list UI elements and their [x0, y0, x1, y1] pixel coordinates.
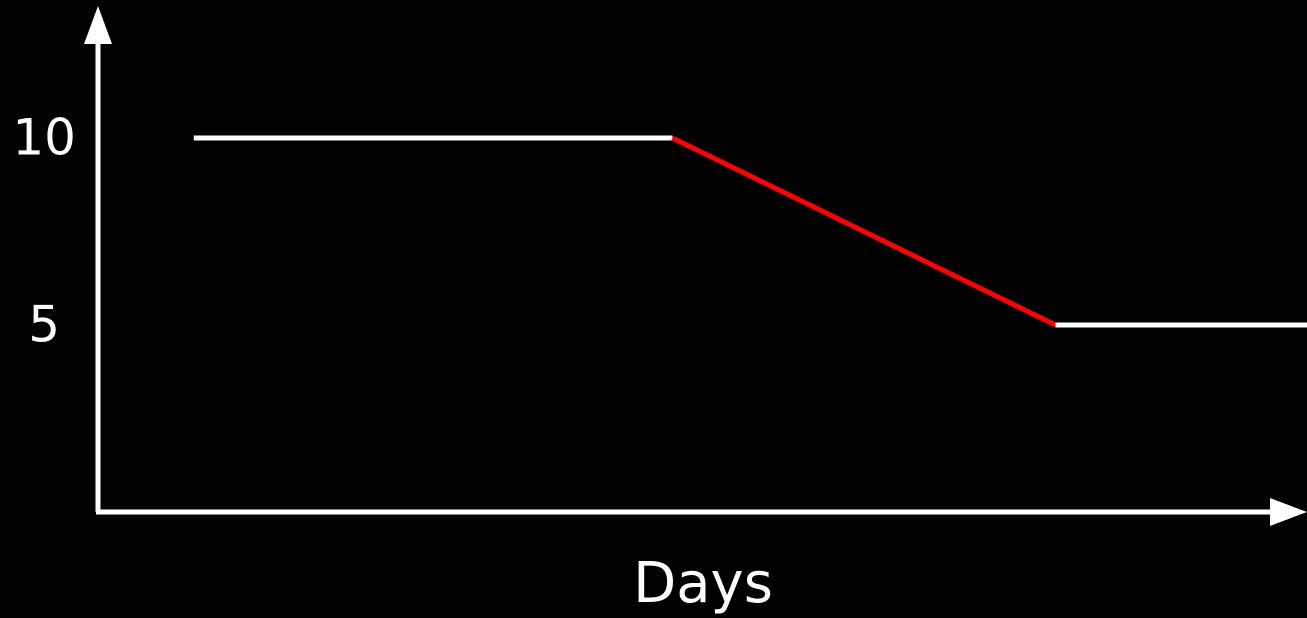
- series-group: [193, 135, 1307, 328]
- y-tick-label-5: 5: [28, 296, 60, 354]
- y-axis-arrowhead: [84, 6, 112, 44]
- x-axis-title: Days: [633, 551, 773, 616]
- y-tick-label-10: 10: [12, 109, 76, 167]
- x-axis-arrowhead: [1270, 498, 1307, 526]
- line-segment-2: [671, 135, 1057, 328]
